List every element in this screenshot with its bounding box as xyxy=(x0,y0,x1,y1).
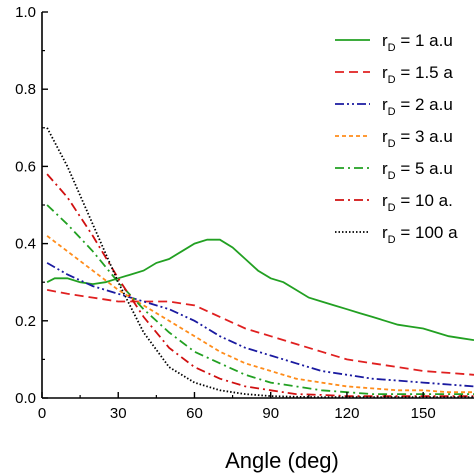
legend-label-7: rD = 100 a xyxy=(382,223,458,246)
x-tick-label: 30 xyxy=(110,405,127,422)
y-tick-label: 0.2 xyxy=(15,313,36,330)
y-tick-label: 0.8 xyxy=(15,81,36,98)
legend: rD = 1 a.u rD = 1.5 a rD = 2 a.u rD = 3 a.u… xyxy=(335,31,458,246)
x-tick-label: 60 xyxy=(186,405,203,422)
series-layer xyxy=(46,127,474,399)
series-line-4 xyxy=(46,235,474,394)
legend-label-4: rD = 3 a.u xyxy=(382,127,453,150)
legend-label-1: rD = 1 a.u xyxy=(382,31,453,54)
y-tick-label: 0.4 xyxy=(15,236,36,253)
x-tick-label: 120 xyxy=(334,405,359,422)
legend-label-3: rD = 2 a.u xyxy=(382,95,453,118)
axes-layer: 0 30 60 90 120 150 0.0 0.2 0.4 0.6 0.8 1.0 xyxy=(15,4,474,422)
x-tick-label: 90 xyxy=(262,405,279,422)
series-line-3 xyxy=(46,262,474,388)
series-line-1 xyxy=(46,238,474,341)
legend-label-2: rD = 1.5 a xyxy=(382,63,453,86)
legend-label-6: rD = 10 a. xyxy=(382,191,453,214)
series-line-5 xyxy=(46,204,474,396)
y-tick-label: 0.6 xyxy=(15,158,36,175)
x-axis-title: Angle (deg) xyxy=(225,448,339,473)
legend-label-5: rD = 5 a.u xyxy=(382,159,453,182)
y-tick-label: 1.0 xyxy=(15,4,36,21)
y-tick-label: 0.0 xyxy=(15,390,36,407)
x-tick-label: 150 xyxy=(411,405,436,422)
series-line-2 xyxy=(46,289,474,376)
x-tick-label: 0 xyxy=(38,405,46,422)
